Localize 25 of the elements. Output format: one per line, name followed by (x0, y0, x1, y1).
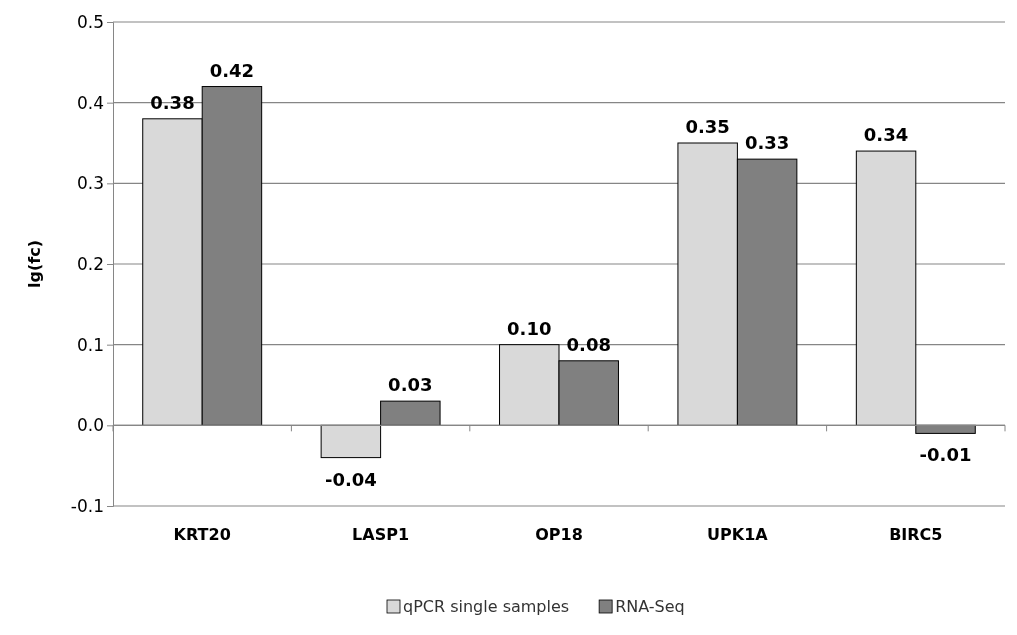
x-tick-label: KRT20 (173, 525, 231, 544)
data-label: 0.33 (744, 132, 790, 154)
y-tick-label: 0.4 (76, 92, 104, 113)
legend-label: RNA-Seq (615, 597, 685, 616)
x-tick-label: BIRC5 (889, 525, 943, 544)
data-label: 0.10 (507, 317, 552, 339)
data-label: 0.38 (150, 91, 195, 113)
x-tick-label: OP18 (535, 525, 583, 544)
data-label: 0.42 (209, 59, 255, 81)
y-tick-label: 0.2 (76, 253, 104, 274)
y-tick-label: 0.0 (76, 415, 104, 436)
legend-label: qPCR single samples (403, 597, 570, 616)
y-tick-label: 0.3 (76, 173, 104, 194)
data-label: 0.35 (685, 116, 730, 137)
data-label: 0.34 (863, 124, 909, 146)
data-label: -0.01 (919, 444, 972, 466)
y-axis-title: lg(fc) (25, 239, 44, 289)
data-label: -0.04 (324, 468, 377, 490)
data-label: 0.03 (388, 374, 433, 396)
y-tick-label: 0.5 (76, 11, 104, 32)
x-tick-label: UPK1A (707, 525, 769, 544)
y-tick-label: -0.1 (70, 495, 104, 516)
data-label: 0.08 (566, 333, 611, 355)
y-tick-label: 0.1 (76, 334, 104, 355)
x-tick-label: LASP1 (352, 525, 410, 544)
